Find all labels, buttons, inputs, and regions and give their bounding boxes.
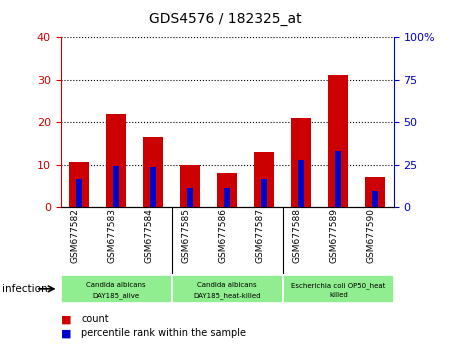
Text: GSM677586: GSM677586	[218, 209, 227, 263]
Bar	[328, 75, 348, 207]
Bar	[291, 118, 311, 207]
Bar	[69, 162, 90, 207]
Bar	[225, 188, 230, 207]
Text: DAY185_heat-killed: DAY185_heat-killed	[194, 292, 261, 299]
Text: GSM677590: GSM677590	[366, 209, 375, 263]
Text: Candida albicans: Candida albicans	[198, 282, 257, 289]
Bar	[76, 179, 82, 207]
Text: infection: infection	[2, 284, 48, 294]
Text: GSM677588: GSM677588	[292, 209, 301, 263]
Text: ■: ■	[61, 314, 71, 324]
Bar	[283, 275, 394, 303]
Text: GDS4576 / 182325_at: GDS4576 / 182325_at	[148, 12, 302, 27]
Text: GSM677589: GSM677589	[329, 209, 338, 263]
Text: ■: ■	[61, 329, 71, 338]
Bar	[106, 114, 126, 207]
Text: GSM677585: GSM677585	[181, 209, 190, 263]
Bar	[188, 188, 193, 207]
Bar	[61, 275, 172, 303]
Bar	[298, 160, 304, 207]
Text: Escherichia coli OP50_heat: Escherichia coli OP50_heat	[291, 282, 386, 289]
Text: GSM677587: GSM677587	[255, 209, 264, 263]
Bar	[113, 166, 119, 207]
Text: DAY185_alive: DAY185_alive	[93, 292, 140, 299]
Text: killed: killed	[329, 292, 347, 298]
Bar	[172, 275, 283, 303]
Text: GSM677583: GSM677583	[107, 209, 116, 263]
Bar	[365, 177, 385, 207]
Text: percentile rank within the sample: percentile rank within the sample	[81, 329, 246, 338]
Bar	[180, 165, 200, 207]
Text: GSM677582: GSM677582	[70, 209, 79, 263]
Bar	[150, 167, 156, 207]
Bar	[261, 179, 267, 207]
Bar	[335, 151, 341, 207]
Bar	[143, 137, 163, 207]
Text: GSM677584: GSM677584	[144, 209, 153, 263]
Bar	[254, 152, 274, 207]
Bar	[217, 173, 238, 207]
Text: count: count	[81, 314, 108, 324]
Bar	[373, 191, 378, 207]
Text: Candida albicans: Candida albicans	[86, 282, 146, 289]
